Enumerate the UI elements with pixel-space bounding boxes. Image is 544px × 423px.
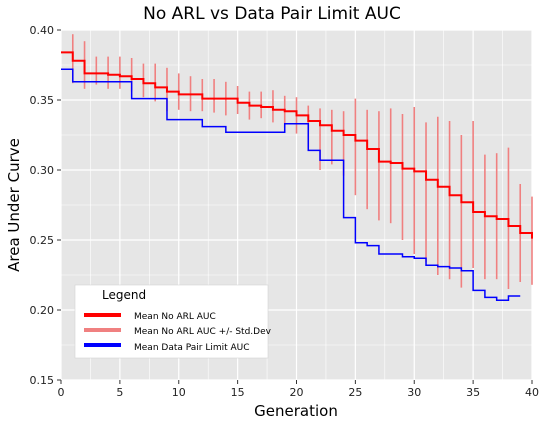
x-axis-title: Generation xyxy=(254,402,338,420)
legend-title: Legend xyxy=(102,288,146,302)
y-tick-label: 0.20 xyxy=(30,304,55,317)
x-tick-label: 30 xyxy=(407,386,421,399)
y-tick-label: 0.35 xyxy=(30,94,55,107)
x-tick-label: 20 xyxy=(290,386,304,399)
legend-entry-data-pair-limit: Mean Data Pair Limit AUC xyxy=(134,343,250,353)
x-tick-label: 5 xyxy=(116,386,123,399)
x-tick-label: 0 xyxy=(58,386,65,399)
y-tick-label: 0.40 xyxy=(30,24,55,37)
legend-swatch-data-pair-limit xyxy=(84,343,121,347)
legend-swatch-std-dev xyxy=(84,328,121,332)
x-tick-label: 35 xyxy=(466,386,480,399)
y-axis-ticks: 0.15 0.20 0.25 0.30 0.35 0.40 xyxy=(30,24,62,387)
y-axis-title: Area Under Curve xyxy=(5,138,23,272)
x-axis-ticks: 0 5 10 15 20 25 30 35 40 xyxy=(58,380,540,399)
y-tick-label: 0.15 xyxy=(30,374,55,387)
x-tick-label: 10 xyxy=(172,386,186,399)
legend: Legend Mean No ARL AUC Mean No ARL AUC +… xyxy=(75,285,272,358)
x-tick-label: 40 xyxy=(525,386,539,399)
legend-entry-mean-no-arl: Mean No ARL AUC xyxy=(134,312,216,322)
y-tick-label: 0.25 xyxy=(30,234,55,247)
legend-entry-std-dev: Mean No ARL AUC +/- Std.Dev xyxy=(134,327,272,337)
legend-swatch-mean-no-arl xyxy=(84,313,121,317)
x-tick-label: 25 xyxy=(348,386,362,399)
x-tick-label: 15 xyxy=(231,386,245,399)
chart-title: No ARL vs Data Pair Limit AUC xyxy=(143,4,401,24)
y-tick-label: 0.30 xyxy=(30,164,55,177)
